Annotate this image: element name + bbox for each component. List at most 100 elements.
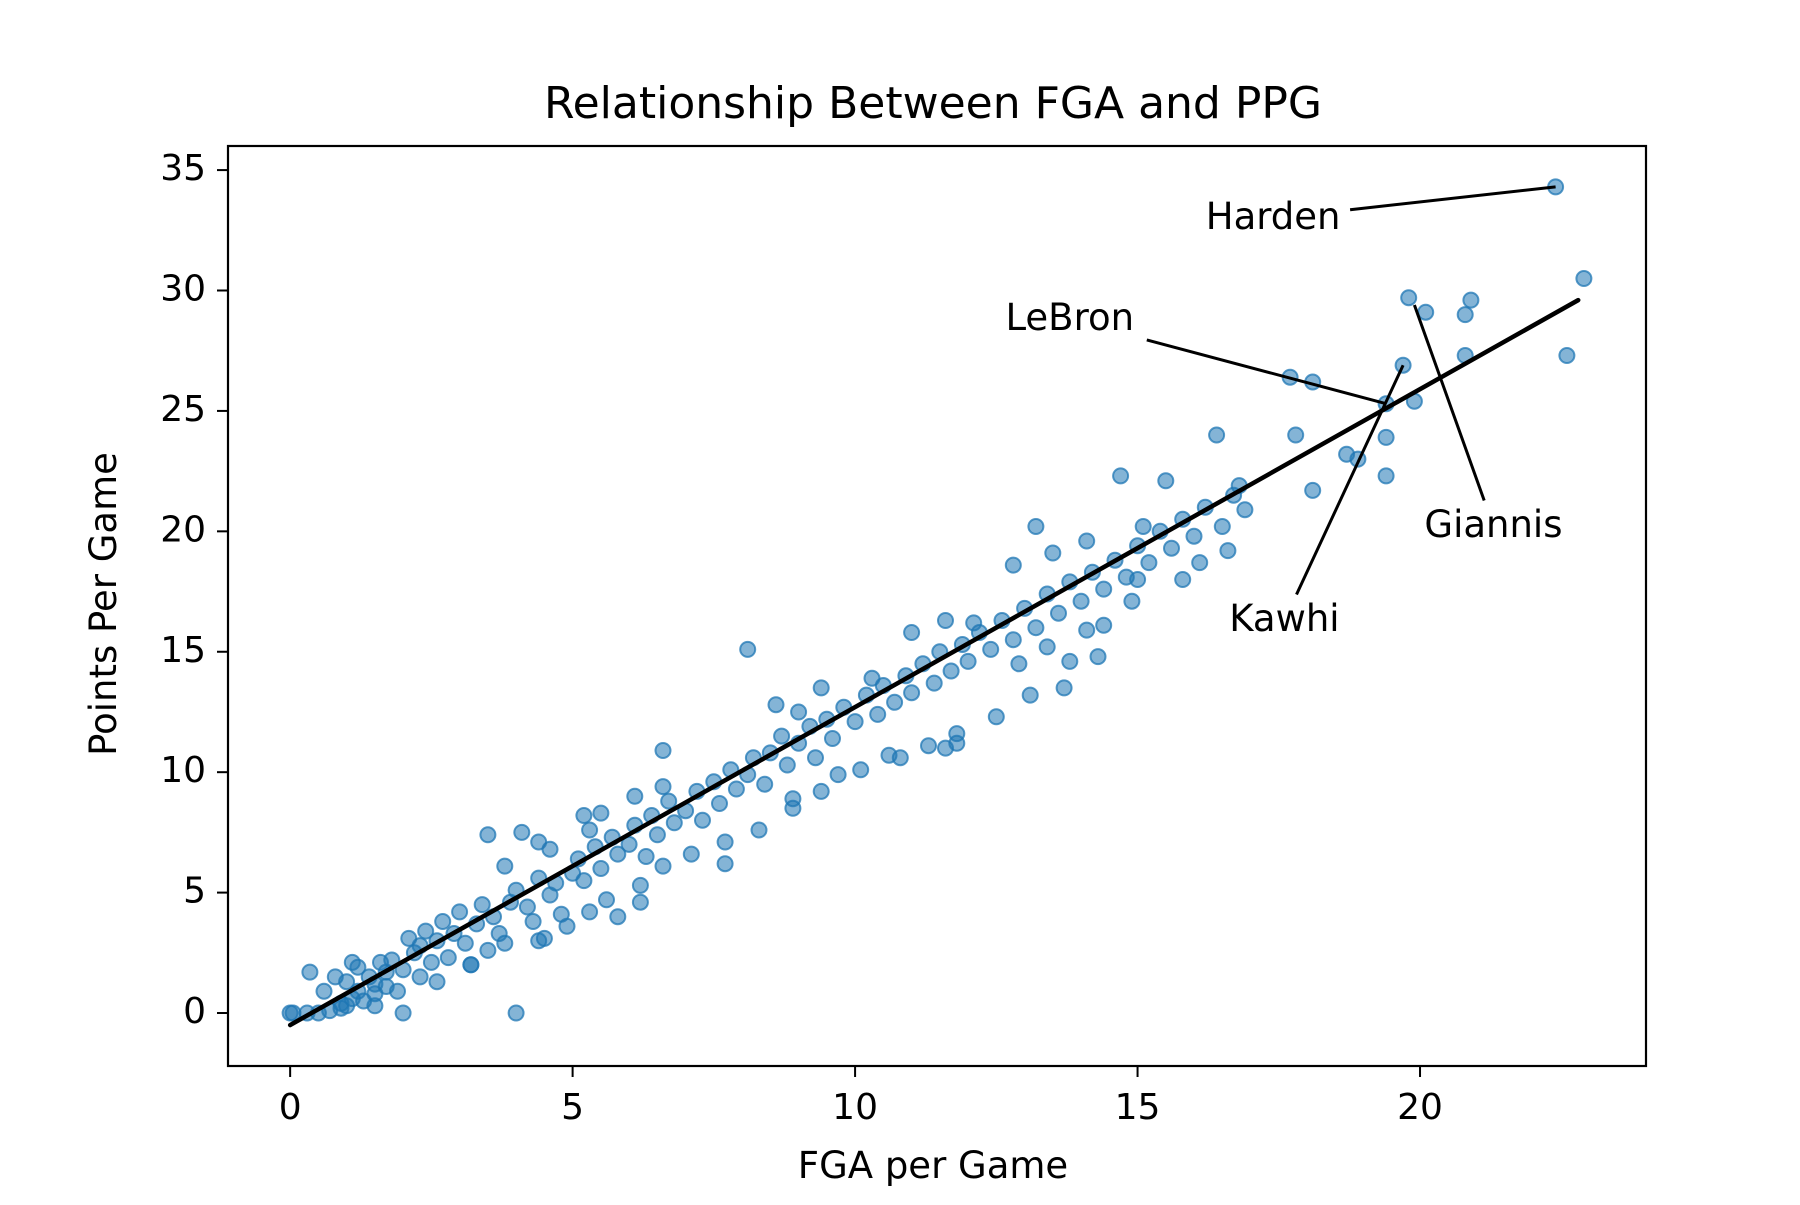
data-point (852, 761, 870, 779)
data-point (1078, 621, 1096, 639)
data-point (773, 727, 791, 745)
data-point (581, 821, 599, 839)
data-point (1027, 619, 1045, 637)
data-point (1004, 556, 1022, 574)
data-point (428, 973, 446, 991)
data-point (1044, 544, 1062, 562)
data-point (338, 973, 356, 991)
data-point (767, 696, 785, 714)
x-tick-label: 10 (832, 1087, 878, 1128)
data-point (1010, 655, 1028, 673)
data-point (1055, 679, 1073, 697)
annotation-label-lebron: LeBron (1005, 296, 1134, 339)
data-point (903, 624, 921, 641)
data-point (959, 652, 977, 670)
data-point (1462, 291, 1480, 309)
data-point (496, 934, 514, 952)
data-point (1400, 289, 1418, 307)
data-point (1157, 472, 1175, 490)
x-tick-label: 15 (1115, 1087, 1161, 1128)
data-point (1287, 426, 1305, 444)
data-point (682, 845, 700, 863)
data-point (530, 932, 548, 950)
data-point (654, 857, 672, 875)
data-point (891, 749, 909, 767)
plot-frame (226, 144, 1648, 1068)
data-point (863, 669, 881, 687)
y-tick-label: 25 (160, 389, 206, 430)
data-point (1377, 428, 1395, 446)
data-point (609, 845, 627, 863)
data-point (824, 730, 841, 747)
data-point (541, 840, 559, 858)
data-point (422, 953, 440, 971)
data-point (462, 956, 480, 974)
data-point (473, 896, 491, 914)
data-point (790, 703, 808, 721)
data-point (1208, 426, 1226, 444)
data-point (479, 941, 497, 959)
data-point (575, 872, 593, 890)
data-point (620, 835, 638, 853)
data-point (1185, 527, 1203, 545)
fit-line-layer (287, 297, 1581, 1028)
data-point (411, 968, 429, 986)
data-point (1095, 580, 1113, 598)
data-point (1061, 652, 1079, 670)
data-point (315, 982, 333, 1000)
data-point (665, 814, 683, 832)
axes: 0 5 10 15 20 0 5 10 15 20 25 30 35 (160, 144, 1648, 1128)
data-point (513, 823, 531, 841)
x-tick-label: 0 (279, 1087, 302, 1128)
data-point (581, 903, 599, 921)
data-point (518, 898, 536, 916)
data-point (942, 662, 960, 680)
data-point (1134, 518, 1152, 535)
data-point (1558, 347, 1576, 364)
y-tick-label: 30 (160, 269, 206, 310)
x-tick-label: 5 (561, 1087, 584, 1128)
data-point (1377, 467, 1395, 485)
fit-line (287, 297, 1581, 1028)
data-point (937, 612, 954, 629)
data-point (654, 742, 672, 759)
data-point (1072, 592, 1090, 610)
data-point (1140, 554, 1158, 572)
data-point (987, 708, 1005, 726)
data-point (626, 787, 644, 805)
y-axis-label: Points Per Game (82, 452, 125, 756)
data-point (965, 614, 983, 632)
data-point (1191, 554, 1209, 572)
data-point (575, 807, 593, 824)
data-point (846, 713, 864, 731)
data-point (925, 674, 943, 692)
data-point (654, 778, 672, 796)
data-point (301, 963, 319, 981)
annotation-leader-giannis (1412, 304, 1486, 502)
data-point (417, 922, 435, 940)
data-point (1050, 604, 1067, 622)
data-point (812, 782, 830, 800)
data-point (1417, 303, 1435, 321)
data-point (496, 857, 514, 875)
data-point (829, 766, 847, 784)
annotation-label-harden: Harden (1206, 195, 1341, 238)
data-point (756, 775, 774, 793)
data-point (716, 855, 734, 873)
data-point (366, 997, 384, 1015)
data-point (1163, 539, 1180, 557)
data-point (1027, 518, 1045, 535)
data-point (1575, 270, 1593, 287)
data-point (451, 903, 469, 921)
data-point (1219, 542, 1237, 560)
data-point (750, 821, 768, 839)
data-point (456, 934, 474, 952)
data-point (1095, 616, 1113, 634)
data-point (694, 811, 711, 829)
data-point (727, 780, 745, 798)
data-point (869, 705, 887, 723)
data-point (394, 1004, 412, 1022)
data-point (609, 908, 627, 926)
